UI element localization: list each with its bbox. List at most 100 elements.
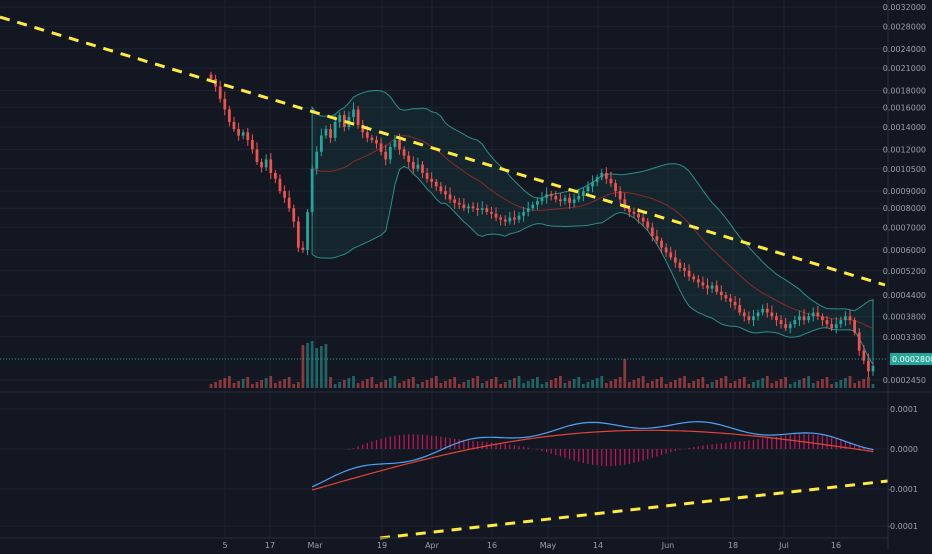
candle-body [811, 312, 815, 317]
volume-bar [283, 379, 286, 388]
volume-bar [453, 377, 457, 388]
volume-bar [660, 377, 663, 388]
volume-bar [310, 341, 314, 388]
volume-bar [214, 382, 217, 388]
candle-body [218, 86, 222, 99]
price-tick-label: 0.0007000 [883, 224, 926, 233]
volume-bar [719, 378, 723, 388]
candle-body [310, 168, 314, 212]
candle-body [559, 199, 562, 202]
candle-body [816, 312, 820, 317]
candle-body [467, 206, 470, 209]
volume-bar [857, 381, 861, 388]
volume-bar [738, 379, 742, 388]
price-tick-label: 0.0008000 [883, 204, 926, 213]
candle-body [729, 298, 732, 302]
candle-body [692, 276, 696, 280]
candle-body [531, 204, 535, 209]
candle-body [513, 217, 516, 220]
candle-body [388, 146, 392, 160]
candle-body [485, 208, 489, 212]
candle-body [614, 183, 617, 192]
time-label: 16 [831, 541, 841, 550]
volume-bar [554, 378, 558, 388]
volume-bar [563, 383, 567, 388]
candle-body [434, 181, 438, 187]
volume-bar [871, 384, 875, 388]
price-tick-label: 0.0032000 [883, 3, 926, 12]
volume-bar [223, 378, 227, 388]
volume-bar [568, 381, 571, 388]
price-tick-label: 0.0003300 [883, 333, 926, 342]
candle-body [784, 324, 788, 329]
volume-bar [278, 381, 282, 388]
candle-body [352, 109, 355, 117]
volume-bar [798, 380, 801, 388]
volume-bar [508, 380, 512, 388]
candle-body [301, 247, 305, 250]
volume-bar [687, 383, 691, 388]
candle-body [526, 208, 530, 212]
volume-bar [604, 383, 608, 388]
candle-body [540, 197, 544, 202]
candle-body [604, 172, 608, 179]
volume-bar [388, 378, 392, 388]
candle-body [710, 285, 714, 289]
candle-body [319, 135, 323, 152]
volume-bar [701, 377, 705, 388]
candle-body [715, 285, 719, 292]
volume-bar [444, 381, 447, 388]
volume-bar [402, 381, 406, 388]
volume-bar [347, 378, 351, 388]
volume-bar [641, 376, 645, 388]
volume-bar [292, 384, 296, 388]
volume-bar [421, 382, 424, 388]
candle-body [480, 208, 484, 211]
candle-body [508, 217, 512, 222]
volume-bar [775, 381, 778, 388]
volume-bar [522, 383, 525, 388]
volume-bar [260, 380, 263, 388]
candle-body [646, 221, 650, 228]
volume-bar [430, 378, 434, 388]
candle-body [278, 178, 282, 192]
candle-body [706, 285, 709, 289]
macd-tick-label: -0.0001 [887, 522, 918, 531]
volume-bar [306, 343, 309, 388]
volume-bar [692, 381, 696, 388]
volume-bar [338, 382, 342, 388]
candle-body [687, 270, 691, 277]
candle-body [411, 162, 415, 169]
volume-bar [434, 376, 438, 388]
trendlines [0, 15, 889, 540]
volume-bar [830, 384, 834, 388]
candle-body [365, 132, 369, 138]
volume-bar [664, 384, 668, 388]
macd-line [311, 421, 874, 488]
candle-body [315, 151, 319, 169]
volume-bar [384, 380, 388, 388]
volume-bar [862, 379, 866, 388]
volume-bar [250, 384, 254, 388]
volume-bar [770, 383, 774, 388]
time-label: 14 [593, 541, 603, 550]
volume-bar [287, 377, 291, 388]
candle-body [517, 215, 521, 220]
candle-body [788, 324, 792, 329]
candle-body [292, 208, 296, 222]
volume-bar [356, 383, 360, 388]
candle-body [871, 365, 875, 372]
candle-body [738, 305, 742, 313]
volume-bars [209, 341, 875, 388]
volume-bar [462, 382, 466, 388]
volume-bar [673, 380, 677, 388]
volume-bar [457, 384, 461, 388]
volume-bar [490, 379, 493, 388]
moving-average-line [311, 135, 874, 329]
volume-bar [517, 376, 521, 388]
volume-bar [296, 382, 300, 388]
candle-body [264, 159, 268, 168]
volume-bar [733, 381, 737, 388]
